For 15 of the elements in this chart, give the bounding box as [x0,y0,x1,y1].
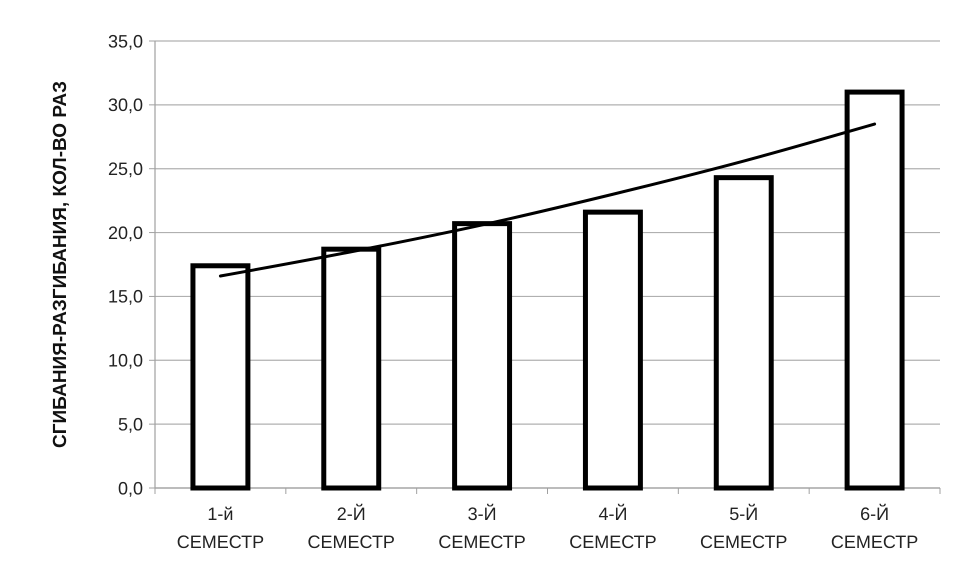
x-tick-label: 1-й СЕМЕСТР [176,504,264,552]
y-tick-label: 25,0 [108,159,143,180]
y-tick-label: 20,0 [108,222,143,243]
x-tick-label: 4-Й СЕМЕСТР [569,503,657,552]
y-tick-label: 15,0 [108,286,143,307]
y-tick-label: 5,0 [118,414,143,434]
x-tick-label: 3-Й СЕМЕСТР [438,503,526,552]
x-tick-label: 2-Й СЕМЕСТР [308,503,395,552]
y-tick-label: 0,0 [118,478,143,498]
y-axis-title: СГИБАНИЯ-РАЗГИБАНИЯ, КОЛ-ВО РАЗ [50,80,71,448]
x-tick-label: 5-Й СЕМЕСТР [700,503,788,552]
y-tick-label: 35,0 [108,31,143,52]
y-tick-label: 10,0 [108,350,143,371]
y-tick-label: 30,0 [108,95,143,116]
x-tick-label: 6-Й СЕМЕСТР [830,503,918,552]
